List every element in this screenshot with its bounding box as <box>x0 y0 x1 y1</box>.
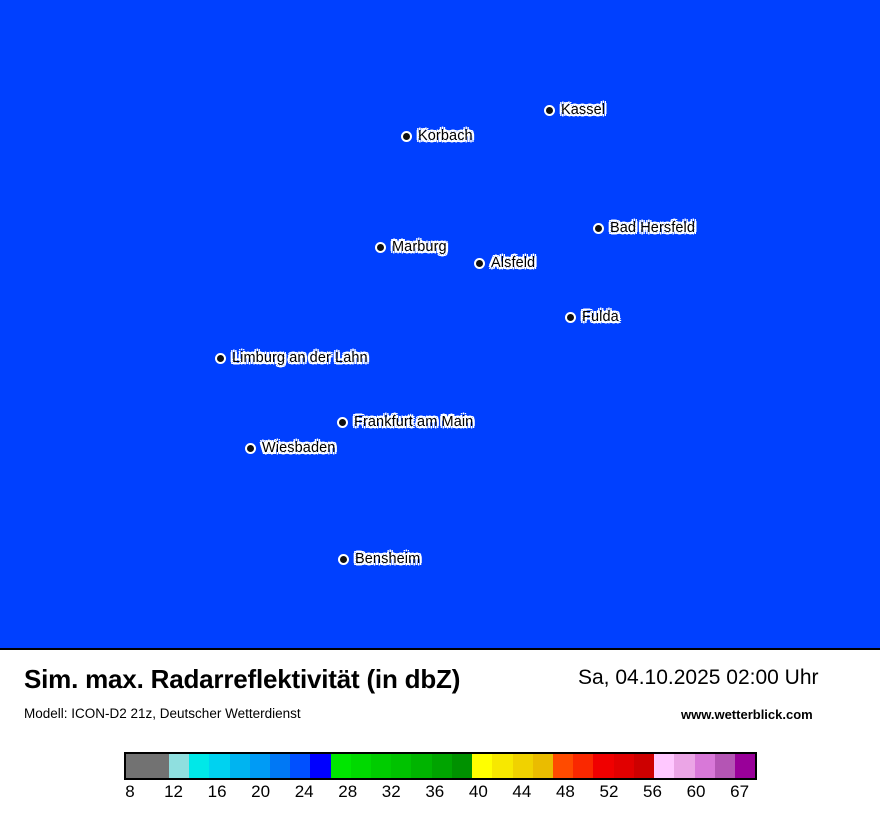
colorbar-tick-label: 52 <box>599 782 619 801</box>
colorbar-swatch <box>674 754 695 778</box>
colorbar-tick-label: 36 <box>425 782 445 801</box>
title-row: Sim. max. Radarreflektivität (in dbZ) Sa… <box>0 664 880 704</box>
radar-map-panel[interactable]: Kassel Korbach Bad Hersfeld Marburg Alsfeld F… <box>0 0 880 650</box>
colorbar-swatch <box>573 754 594 778</box>
colorbar-swatch <box>229 754 250 778</box>
colorbar-tick-labels: 8 12 16 20 24 28 32 36 40 44 48 52 56 60 67 <box>124 782 757 816</box>
model-source-label: Modell: ICON-D2 21z, Deutscher Wetterdie… <box>24 706 301 721</box>
colorbar-swatch <box>593 754 614 778</box>
colorbar-swatch <box>330 754 351 778</box>
colorbar-swatch <box>249 754 270 778</box>
colorbar-legend: 8 12 16 20 24 28 32 36 40 44 48 52 56 60 67 <box>0 752 880 824</box>
colorbar-swatch <box>492 754 513 778</box>
colorbar-swatch <box>411 754 432 778</box>
colorbar-swatch <box>126 754 169 778</box>
colorbar-tick-label: 16 <box>207 782 227 801</box>
colorbar-swatch <box>189 754 210 778</box>
colorbar-swatch <box>694 754 715 778</box>
colorbar-swatch <box>532 754 553 778</box>
colorbar-swatch <box>310 754 331 778</box>
colorbar-swatch <box>290 754 311 778</box>
colorbar-tick-label: 32 <box>381 782 401 801</box>
colorbar-swatch <box>451 754 473 778</box>
colorbar-swatch <box>633 754 655 778</box>
colorbar-tick-label: 40 <box>468 782 488 801</box>
colorbar-tick-label: 28 <box>338 782 358 801</box>
colorbar-swatch <box>472 754 493 778</box>
colorbar-swatch <box>613 754 634 778</box>
colorbar-swatch <box>209 754 230 778</box>
valid-time-label: Sa, 04.10.2025 02:00 Uhr <box>578 666 819 689</box>
radar-reflectivity-canvas[interactable] <box>0 0 880 648</box>
colorbar-swatches <box>124 752 757 780</box>
page-title: Sim. max. Radarreflektivität (in dbZ) <box>24 664 461 694</box>
colorbar-tick-label: 44 <box>512 782 532 801</box>
legend-footer: Sim. max. Radarreflektivität (in dbZ) Sa… <box>0 650 880 830</box>
colorbar-swatch <box>350 754 372 778</box>
colorbar-tick-label: 60 <box>686 782 706 801</box>
colorbar-tick-label: 8 <box>125 782 135 801</box>
colorbar-tick-label: 12 <box>164 782 183 801</box>
colorbar-tick-label: 48 <box>555 782 575 801</box>
colorbar-swatch <box>371 754 392 778</box>
colorbar-tick-label: 56 <box>643 782 662 801</box>
colorbar-swatch <box>714 754 735 778</box>
colorbar-swatch <box>512 754 533 778</box>
colorbar-tick-label: 20 <box>251 782 271 801</box>
colorbar-swatch <box>654 754 675 778</box>
colorbar-swatch <box>168 754 190 778</box>
colorbar-tick-label: 24 <box>294 782 314 801</box>
colorbar-swatch <box>431 754 452 778</box>
colorbar-swatch <box>734 754 756 778</box>
website-label: www.wetterblick.com <box>681 707 813 722</box>
colorbar-swatch <box>269 754 291 778</box>
colorbar-tick-label: 67 <box>730 782 750 801</box>
colorbar-swatch <box>391 754 412 778</box>
colorbar-swatch <box>553 754 574 778</box>
